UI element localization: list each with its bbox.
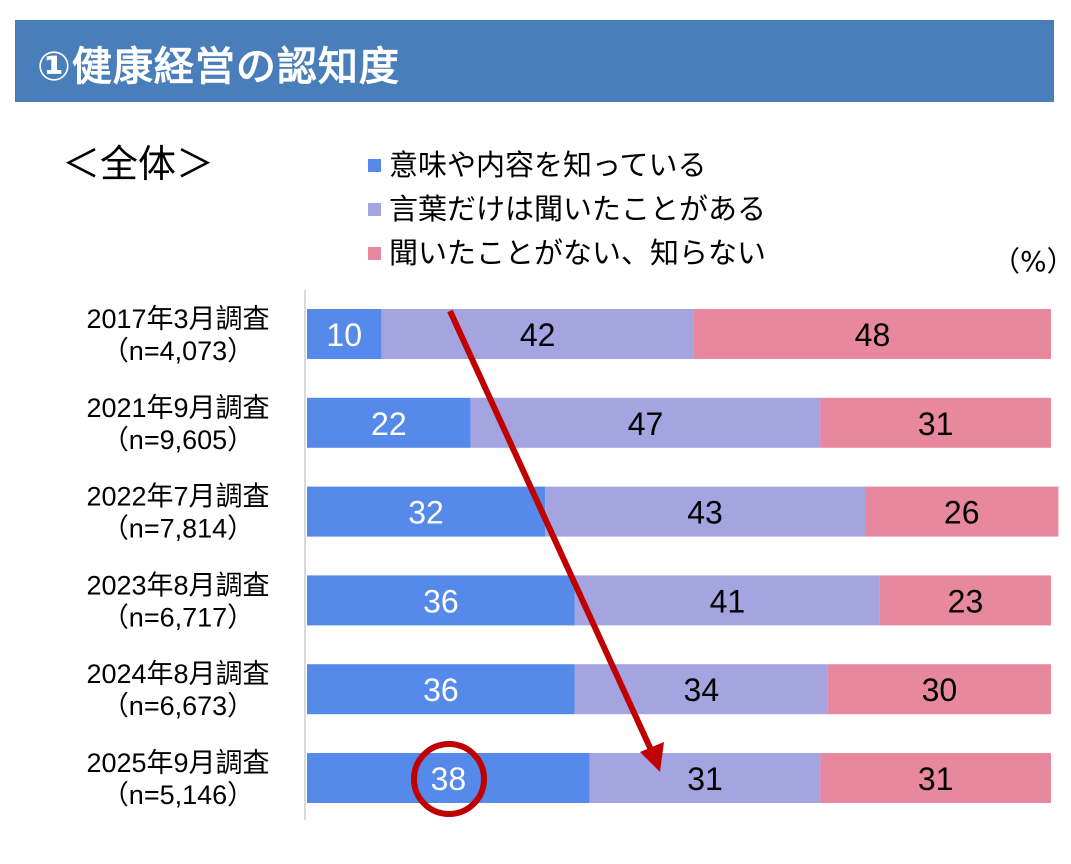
category-n-label: （n=7,814） xyxy=(102,514,254,544)
page-title: ①健康経営の認知度 xyxy=(37,44,400,90)
legend-label: 意味や内容を知っている xyxy=(389,148,707,182)
legend: 意味や内容を知っている 言葉だけは聞いたことがある 聞いたことがない、知らない xyxy=(368,143,766,275)
header-bar: ①健康経営の認知度 xyxy=(15,20,1054,102)
category-label: 2017年3月調査 xyxy=(86,304,269,334)
bar-segment xyxy=(589,753,821,803)
bar-segment xyxy=(820,397,1051,448)
data-label: 42 xyxy=(520,317,556,353)
bar-segment xyxy=(879,575,1051,626)
legend-label: 言葉だけは聞いたことがある xyxy=(389,192,767,226)
bar-segment xyxy=(545,486,865,537)
bar-segment xyxy=(307,397,471,448)
data-label: 32 xyxy=(408,495,444,531)
data-label: 31 xyxy=(918,761,954,797)
category-n-label: （n=9,605） xyxy=(102,425,254,455)
legend-item: 意味や内容を知っている xyxy=(368,143,766,187)
legend-swatch xyxy=(368,246,381,260)
data-label: 22 xyxy=(371,406,407,442)
bar-segment xyxy=(865,486,1059,537)
bar-segment xyxy=(574,575,880,626)
bar-segment xyxy=(470,397,821,448)
highlight-circle xyxy=(411,741,487,817)
legend-swatch xyxy=(368,158,381,172)
data-label: 36 xyxy=(423,583,459,619)
data-label: 41 xyxy=(710,583,746,619)
data-label: 36 xyxy=(423,672,459,708)
bar-segment xyxy=(381,309,694,359)
data-label: 47 xyxy=(628,406,664,442)
bar-segment xyxy=(307,309,382,359)
category-label: 2022年7月調査 xyxy=(86,482,269,512)
data-label: 38 xyxy=(431,761,467,797)
unit-label: （%） xyxy=(992,245,1071,278)
bar-segment xyxy=(820,753,1051,803)
category-n-label: （n=4,073） xyxy=(102,336,254,366)
data-label: 43 xyxy=(687,495,723,531)
data-label: 48 xyxy=(855,317,891,353)
category-label: 2023年8月調査 xyxy=(86,570,269,600)
bar-segment xyxy=(307,575,575,626)
category-n-label: （n=6,717） xyxy=(102,602,254,632)
trend-arrow-line xyxy=(447,309,655,754)
data-label: 34 xyxy=(684,672,720,708)
data-label: 23 xyxy=(948,583,984,619)
data-label: 10 xyxy=(326,317,362,353)
category-label: 2025年9月調査 xyxy=(86,748,269,778)
bar-segment xyxy=(307,486,546,537)
legend-item: 言葉だけは聞いたことがある xyxy=(368,187,766,231)
legend-swatch xyxy=(368,202,381,216)
data-label: 26 xyxy=(944,495,980,531)
category-n-label: （n=6,673） xyxy=(102,691,254,721)
bar-segment xyxy=(827,664,1051,715)
bar-segment xyxy=(307,664,575,715)
bar-segment xyxy=(307,753,590,803)
subtitle: ＜全体＞ xyxy=(62,142,215,186)
legend-label: 聞いたことがない、知らない xyxy=(389,236,767,270)
legend-item: 聞いたことがない、知らない xyxy=(368,231,766,275)
category-n-label: （n=5,146） xyxy=(102,780,254,810)
data-label: 31 xyxy=(687,761,723,797)
category-label: 2024年8月調査 xyxy=(86,659,269,689)
bar-segment xyxy=(693,309,1051,359)
data-label: 31 xyxy=(918,406,954,442)
data-label: 30 xyxy=(922,672,958,708)
category-label: 2021年9月調査 xyxy=(86,393,269,423)
arrow-head-icon xyxy=(640,742,664,772)
